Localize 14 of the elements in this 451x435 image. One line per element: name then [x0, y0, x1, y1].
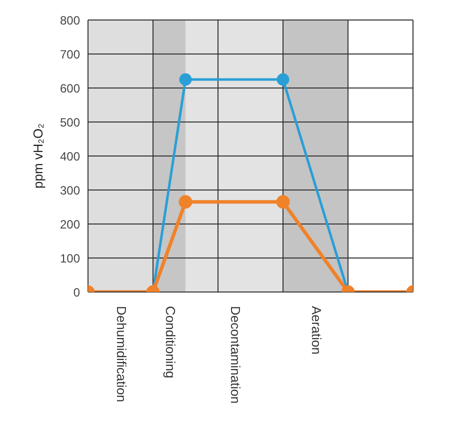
x-tick-label: Conditioning [162, 306, 178, 378]
y-tick-label: 100 [60, 251, 80, 266]
y-tick-label: 300 [60, 183, 80, 198]
y-tick-label: 800 [60, 13, 80, 28]
y-tick-label: 200 [60, 217, 80, 232]
y-tick-label: 700 [60, 47, 80, 62]
y-tick-label: 0 [73, 285, 80, 300]
y-axis-title: ppm vH₂O₂ [30, 124, 46, 188]
x-tick-label: Aeration [309, 306, 324, 354]
y-tick-label: 400 [60, 149, 80, 164]
x-tick-label: Decontamination [228, 306, 243, 404]
y-tick-label: 500 [60, 115, 80, 130]
x-tick-label: Dehumidification [114, 306, 130, 402]
y-tick-label: 600 [60, 81, 80, 96]
